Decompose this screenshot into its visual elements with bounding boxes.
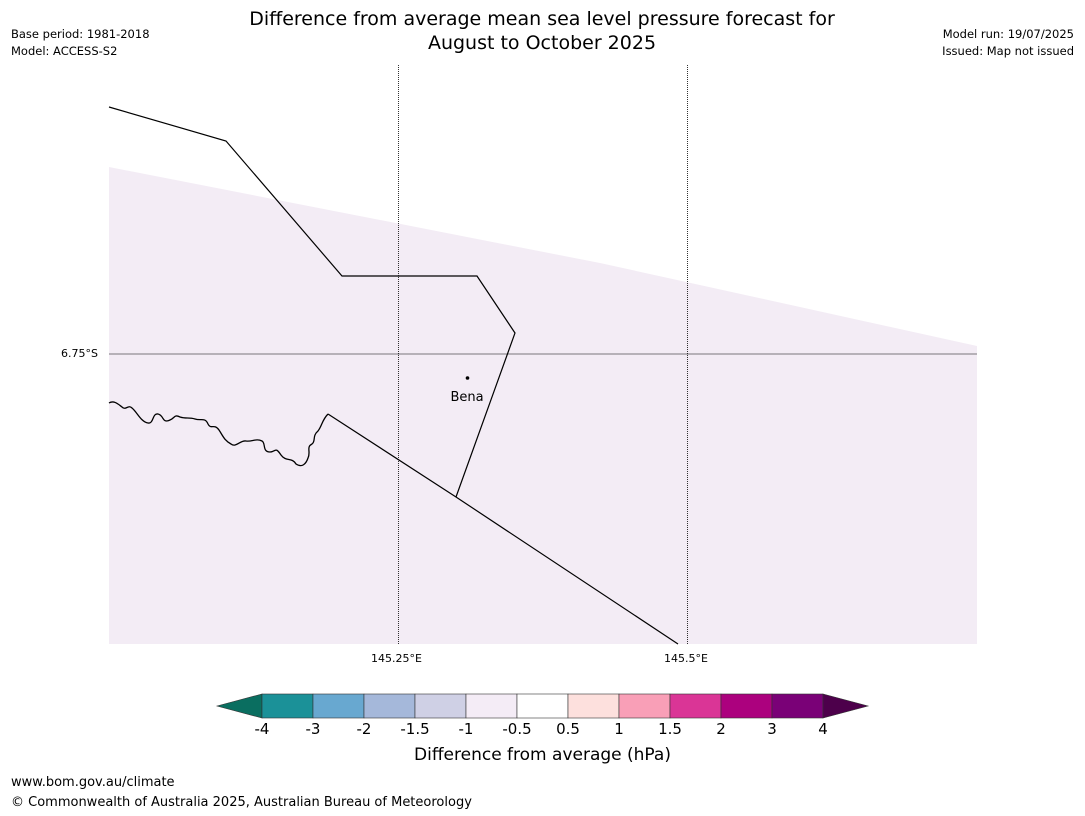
meta-right: Model run: 19/07/2025 Issued: Map not is…: [942, 26, 1074, 60]
colorbar-swatch: [261, 693, 314, 719]
title-line-1: Difference from average mean sea level p…: [249, 8, 835, 30]
footer-url[interactable]: www.bom.gov.au/climate: [11, 775, 175, 790]
colorbar-label: Difference from average (hPa): [414, 745, 671, 765]
colorbar-swatch: [771, 693, 824, 719]
bena-label: Bena: [450, 390, 483, 405]
colorbar-tick-label: -4: [254, 720, 270, 738]
map-title: Difference from average mean sea level p…: [142, 7, 942, 55]
colorbar-swatch: [720, 693, 773, 719]
colorbar-swatch: [618, 693, 671, 719]
colorbar-swatch: [312, 693, 365, 719]
colorbar-swatch: [465, 693, 518, 719]
footer-copyright: © Commonwealth of Australia 2025, Austra…: [11, 795, 472, 810]
longitude-label-1: 145.25°E: [371, 652, 422, 665]
colorbar-tick-label: 1: [614, 720, 624, 738]
colorbar-tick-label: -1: [458, 720, 474, 738]
colorbar-tick-label: -0.5: [502, 720, 532, 738]
colorbar-tick-label: 3: [767, 720, 777, 738]
forecast-fill-region: [109, 167, 977, 644]
colorbar-tick-label: -3: [305, 720, 321, 738]
province-boundary-north: [108, 106, 516, 498]
colorbar-extend-low: [215, 693, 263, 719]
colorbar-tick-label: 0.5: [556, 720, 580, 738]
meta-left: Base period: 1981-2018 Model: ACCESS-S2: [11, 26, 150, 60]
colorbar: [215, 693, 870, 719]
coastline: [108, 401, 329, 467]
colorbar-swatch: [414, 693, 467, 719]
model-text: Model: ACCESS-S2: [11, 44, 118, 58]
base-period-text: Base period: 1981-2018: [11, 27, 150, 41]
colorbar-tick-label: -2: [356, 720, 372, 738]
map-canvas: Bena: [108, 65, 977, 645]
issued-text: Issued: Map not issued: [942, 44, 1074, 58]
colorbar-swatch: [516, 693, 569, 719]
colorbar-swatch: [363, 693, 416, 719]
colorbar-swatch: [669, 693, 722, 719]
longitude-label-2: 145.5°E: [664, 652, 708, 665]
latitude-label: 6.75°S: [61, 347, 98, 360]
province-boundary-south: [327, 413, 679, 645]
title-line-2: August to October 2025: [427, 32, 657, 54]
model-run-text: Model run: 19/07/2025: [942, 27, 1074, 41]
colorbar-tick-label: 2: [716, 720, 726, 738]
colorbar-tick-label: -1.5: [400, 720, 430, 738]
colorbar-tick-label: 4: [818, 720, 828, 738]
bena-marker: [465, 376, 470, 380]
colorbar-extend-high: [822, 693, 870, 719]
colorbar-tick-label: 1.5: [658, 720, 682, 738]
colorbar-swatch: [567, 693, 620, 719]
colorbar-ticks: -4 -3 -2 -1.5 -1 -0.5 0.5 1 1.5 2 3 4: [0, 720, 1085, 740]
